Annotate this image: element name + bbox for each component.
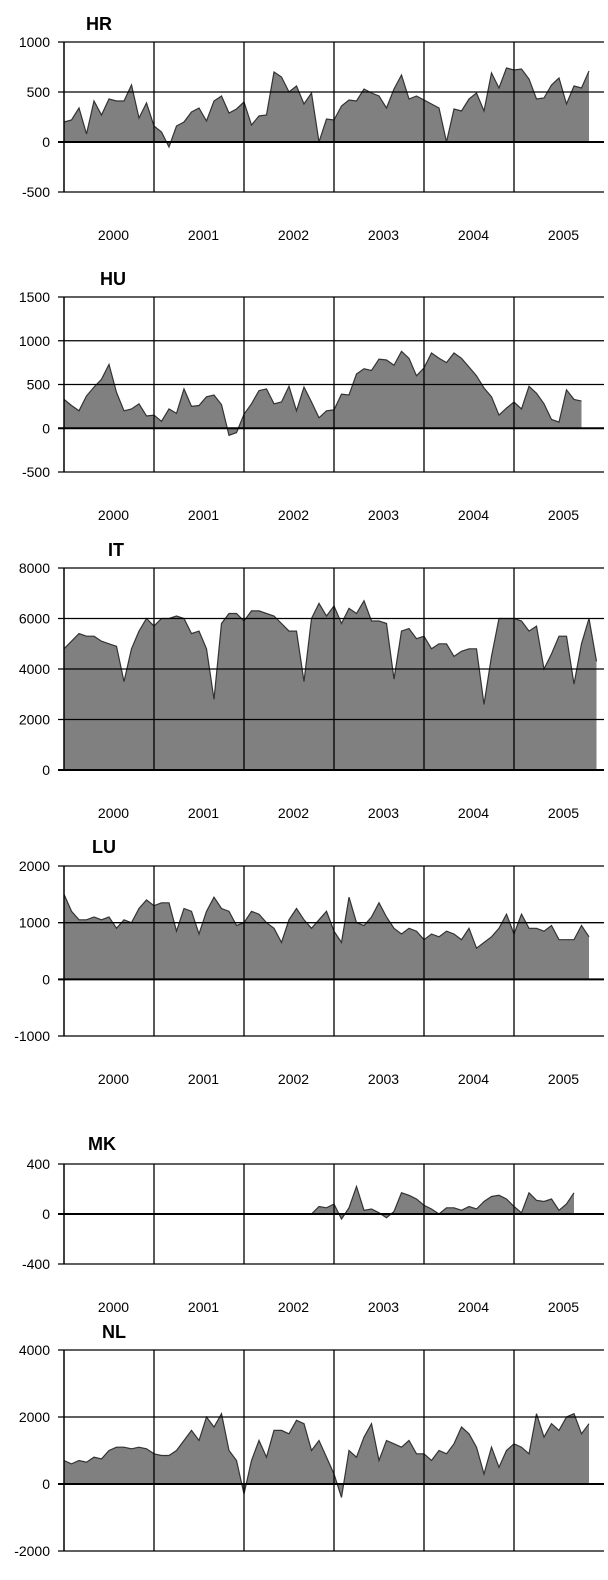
chart-title: LU [92,837,116,857]
y-tick-label: 500 [27,84,51,100]
x-tick-label: 2004 [458,1299,489,1315]
y-tick-label: -2000 [14,1543,50,1559]
y-tick-label: 2000 [19,858,50,874]
y-tick-label: 1500 [19,289,50,305]
y-tick-label: 2000 [19,1409,50,1425]
x-tick-label: 2003 [368,227,399,243]
series-area [64,68,589,147]
y-tick-label: 4000 [19,661,50,677]
y-tick-label: 1000 [19,333,50,349]
series-line [311,1184,575,1221]
x-tick-label: 2005 [548,1071,579,1087]
x-tick-label: 2002 [278,507,309,523]
series-area [64,894,589,980]
x-tick-label: 2005 [548,805,579,821]
x-tick-label: 2000 [98,227,129,243]
x-tick-label: 2004 [458,227,489,243]
y-tick-label: 0 [42,420,50,436]
x-tick-label: 2001 [188,1299,219,1315]
series-line [63,1412,590,1498]
chart-title: NL [102,1322,126,1342]
series-area [64,600,597,770]
x-tick-label: 2001 [188,805,219,821]
series-line [63,67,590,149]
x-tick-label: 2003 [368,507,399,523]
y-tick-label: 0 [42,1476,50,1492]
y-tick-label: 8000 [19,560,50,576]
chart-title: HR [86,14,112,34]
y-tick-label: 2000 [19,712,50,728]
x-tick-label: 2003 [368,1071,399,1087]
y-tick-label: 0 [42,971,50,987]
x-tick-label: 2000 [98,1071,129,1087]
y-tick-label: 1000 [19,34,50,50]
y-tick-label: -1000 [14,1028,50,1044]
y-tick-label: 0 [42,762,50,778]
y-tick-label: -500 [22,184,50,200]
y-tick-label: -500 [22,464,50,480]
series-line [63,894,590,950]
chart-title: HU [100,269,126,289]
x-tick-label: 2000 [98,507,129,523]
x-tick-label: 2004 [458,507,489,523]
x-tick-label: 2005 [548,507,579,523]
x-tick-label: 2001 [188,507,219,523]
y-tick-label: 0 [42,134,50,150]
y-tick-label: 500 [27,377,51,393]
x-tick-label: 2002 [278,1299,309,1315]
x-tick-label: 2005 [548,1299,579,1315]
x-tick-label: 2003 [368,1299,399,1315]
y-tick-label: 400 [27,1156,51,1172]
series-line [63,350,582,437]
x-tick-label: 2004 [458,1071,489,1087]
y-tick-label: -400 [22,1256,50,1272]
series-area [64,1413,589,1498]
chart-title: IT [108,540,124,560]
y-tick-label: 4000 [19,1342,50,1358]
y-tick-label: 6000 [19,611,50,627]
x-tick-label: 2002 [278,805,309,821]
x-tick-label: 2000 [98,1299,129,1315]
y-tick-label: 0 [42,1206,50,1222]
x-tick-label: 2002 [278,1071,309,1087]
x-tick-label: 2000 [98,805,129,821]
x-tick-label: 2001 [188,1071,219,1087]
x-tick-label: 2004 [458,805,489,821]
x-tick-label: 2003 [368,805,399,821]
y-tick-label: 1000 [19,915,50,931]
series-area [64,351,582,436]
series-area [311,1186,574,1219]
x-tick-label: 2002 [278,227,309,243]
chart-title: MK [88,1134,116,1154]
x-tick-label: 2005 [548,227,579,243]
x-tick-label: 2001 [188,227,219,243]
